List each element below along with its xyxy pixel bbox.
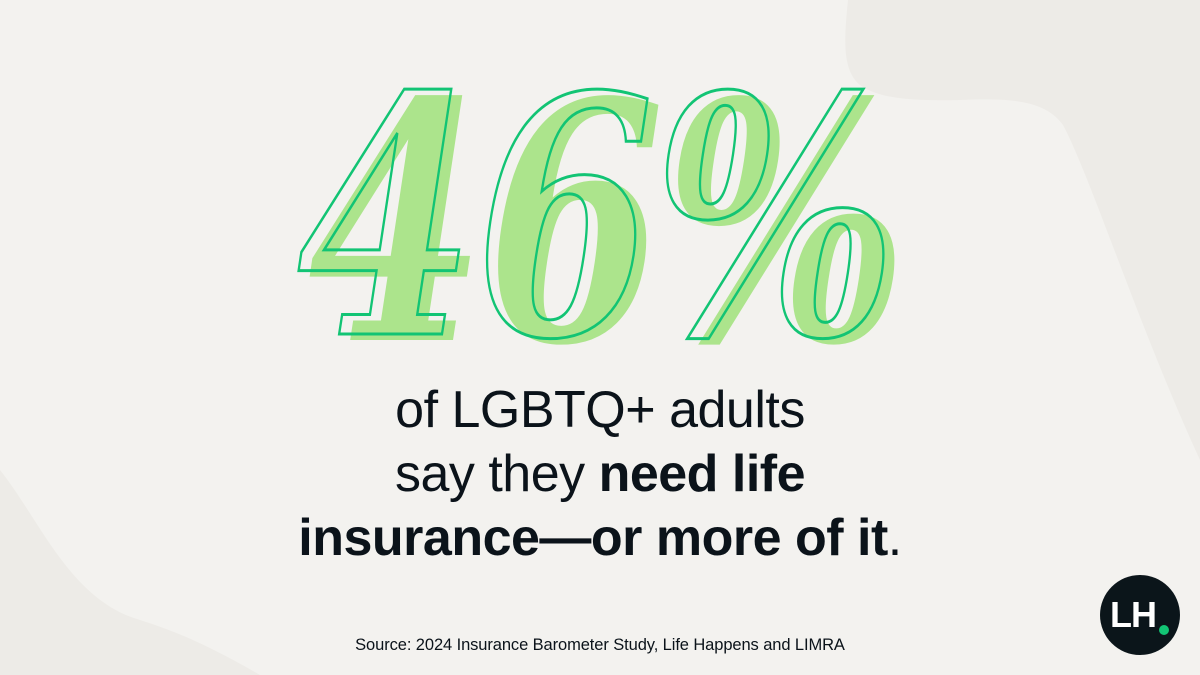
- life-happens-logo: LH: [1100, 575, 1180, 655]
- stat-fill-layer: 46%: [308, 30, 908, 380]
- headline-line-2-bold: need life: [598, 445, 806, 503]
- big-stat: 46% 46%: [296, 23, 909, 381]
- headline: of LGBTQ+ adults say they need life insu…: [0, 378, 1200, 570]
- stat-outline-layer: 46%: [297, 24, 897, 380]
- logo-text: LH: [1110, 594, 1157, 635]
- headline-line-2-light: say they: [394, 445, 599, 503]
- headline-line-2: say they need life: [0, 442, 1200, 506]
- headline-line-1: of LGBTQ+ adults: [395, 381, 805, 439]
- headline-line-3: insurance—or more of it.: [0, 506, 1200, 570]
- logo-dot-icon: [1159, 625, 1169, 635]
- headline-line-3-bold: insurance—or more of it: [298, 509, 888, 567]
- headline-line-3-period: .: [887, 509, 902, 567]
- source-caption: Source: 2024 Insurance Barometer Study, …: [355, 636, 845, 654]
